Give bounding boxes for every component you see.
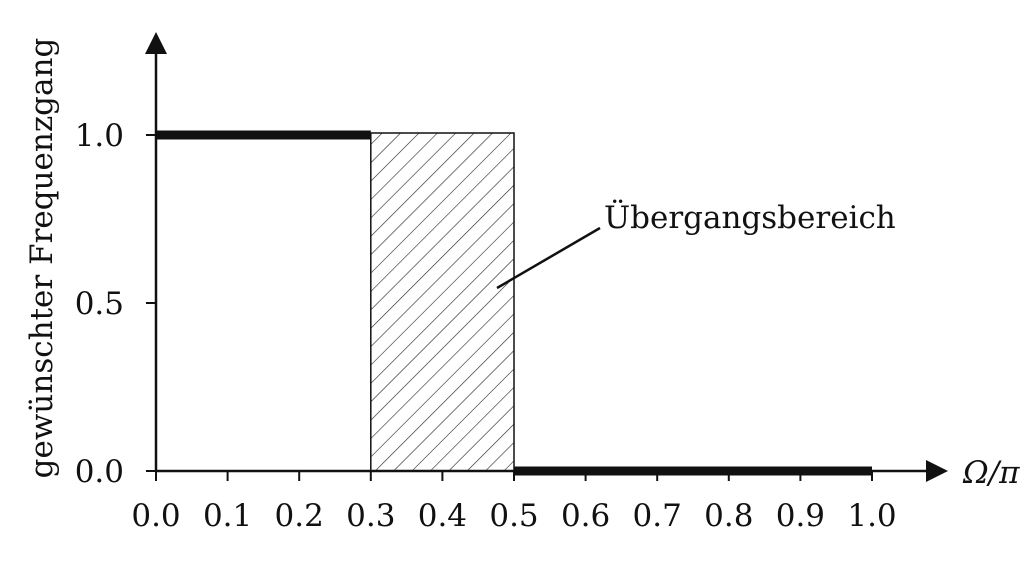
- y-tick-label: 1.0: [75, 118, 124, 154]
- annotation-leader-line: [496, 226, 601, 290]
- x-tick-label: 0.8: [704, 498, 753, 534]
- y-tick-label: 0.5: [75, 286, 124, 322]
- y-axis-label: gewünschter Frequenzgang: [24, 38, 60, 479]
- transition-band-hatch: [370, 132, 515, 472]
- x-tick-label: 0.6: [561, 498, 610, 534]
- x-tick-label: 0.2: [275, 498, 324, 534]
- x-tick-label: 0.5: [489, 498, 538, 534]
- transition-band-label: Übergangsbereich: [604, 198, 896, 236]
- x-axis-label: Ω/π: [962, 455, 1020, 491]
- x-tick-label: 1.0: [847, 498, 896, 534]
- x-tick-label: 0.1: [203, 498, 252, 534]
- y-tick-label: 0.0: [75, 454, 124, 490]
- x-tick-label: 0.0: [131, 498, 180, 534]
- x-axis-arrowhead: [926, 460, 948, 482]
- y-axis-arrowhead: [145, 32, 167, 54]
- x-tick-label: 0.7: [633, 498, 682, 534]
- x-tick-label: 0.9: [776, 498, 825, 534]
- x-tick-label: 0.4: [418, 498, 467, 534]
- x-tick-label: 0.3: [346, 498, 395, 534]
